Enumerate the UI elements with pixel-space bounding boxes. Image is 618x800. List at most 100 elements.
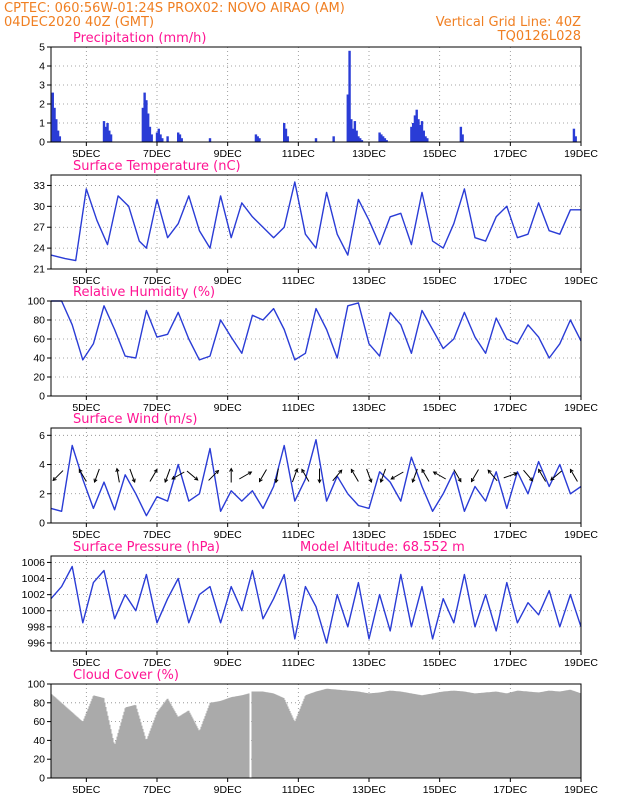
cloud-xtick-label: 9DEC xyxy=(214,784,242,796)
wind-arrow-head xyxy=(301,468,306,473)
wind-arrow-shaft xyxy=(350,469,359,482)
wind-xtick-label: 9DEC xyxy=(214,529,242,541)
wind-xtick-label: 17DEC xyxy=(493,529,527,541)
precip-bar xyxy=(424,136,427,142)
wind-arrow-shaft xyxy=(239,471,252,480)
precip-bar xyxy=(286,136,289,142)
wind-arrow-head xyxy=(317,479,322,484)
precip-bar xyxy=(177,132,180,142)
wind-arrow-shaft xyxy=(116,468,120,483)
precip-xtick-label: 19DEC xyxy=(564,148,598,160)
wind-arrow-shaft xyxy=(550,470,562,481)
wind-ytick-label: 0 xyxy=(39,518,45,530)
temp-ytick-label: 21 xyxy=(33,264,45,276)
precip-bar xyxy=(56,130,60,142)
pressure-ytick-label: 1004 xyxy=(22,573,46,585)
wind-arrow-head xyxy=(569,468,574,473)
wind-arrow xyxy=(421,468,430,482)
pressure-title: Surface Pressure (hPa) xyxy=(73,540,220,555)
wind-ytick-label: 6 xyxy=(39,430,45,442)
wind-arrow-shaft xyxy=(421,469,430,482)
precip-bar xyxy=(146,113,150,142)
wind-arrow-head xyxy=(421,468,426,473)
wind-arrow xyxy=(171,471,185,480)
temp-ytick-label: 33 xyxy=(33,180,45,192)
cloud-ytick-label: 0 xyxy=(39,773,45,785)
precip-bar xyxy=(314,138,318,142)
temp-ytick-label: 27 xyxy=(33,222,45,234)
wind-arrow xyxy=(411,468,418,484)
pressure-ytick-label: 998 xyxy=(27,621,45,633)
cloud-frame xyxy=(50,683,582,779)
wind-arrow-head xyxy=(294,467,299,473)
temp-xtick-label: 13DEC xyxy=(352,275,386,287)
rh-xtick-label: 7DEC xyxy=(143,402,171,414)
wind-arrow-head xyxy=(78,468,83,473)
precip-frame xyxy=(50,46,582,143)
wind-arrow xyxy=(569,468,578,482)
rh-xtick-label: 15DEC xyxy=(423,402,457,414)
panel-rh: Relative Humidity (%) 0 20 40 60 80 100 5DEC 7DE… xyxy=(27,285,598,414)
panel-wind: Surface Wind (m/s) 0 2 4 6 5DEC 7DEC 9DEC 11DEC 1… xyxy=(39,412,598,541)
cloud-title: Cloud Cover (%) xyxy=(73,668,179,683)
wind-arrow xyxy=(78,468,87,482)
wind-arrow-head xyxy=(247,471,253,476)
pressure-xtick-label: 11DEC xyxy=(282,657,315,669)
cloud-xtick-label: 19DEC xyxy=(564,784,598,796)
precip-bar xyxy=(53,107,56,142)
precip-bar xyxy=(422,130,425,142)
wind-arrow-shaft xyxy=(538,469,547,482)
wind-arrow xyxy=(432,471,446,480)
precip-bar xyxy=(109,134,113,142)
precip-bar xyxy=(351,128,355,142)
temp-xtick-label: 11DEC xyxy=(282,275,315,287)
wind-arrow xyxy=(453,469,462,483)
rh-frame xyxy=(50,300,582,397)
precip-bar xyxy=(574,136,577,142)
precip-bar xyxy=(410,126,413,142)
cloud-xtick-label: 5DEC xyxy=(72,784,100,796)
rh-xtick-label: 13DEC xyxy=(352,402,386,414)
temp-series-line xyxy=(50,181,581,262)
wind-arrow-shaft xyxy=(94,468,100,483)
precip-bar xyxy=(355,130,358,142)
precip-bar xyxy=(283,123,286,142)
rh-xtick-label: 5DEC xyxy=(72,402,100,414)
rh-ytick-label: 80 xyxy=(33,315,45,327)
cloud-ytick-label: 20 xyxy=(33,754,45,766)
precip-bar xyxy=(256,136,259,142)
wind-arrow xyxy=(208,469,220,481)
pressure-xtick-label: 9DEC xyxy=(214,657,242,669)
pressure-xtick-label: 19DEC xyxy=(564,657,598,669)
precip-bar xyxy=(102,121,106,142)
wind-title: Surface Wind (m/s) xyxy=(73,412,197,427)
wind-arrow-head xyxy=(52,476,57,482)
wind-arrow-shaft xyxy=(164,468,171,483)
temp-title: Surface Temperature (nC) xyxy=(73,159,241,174)
wind-arrow xyxy=(523,469,534,482)
wind-xtick-label: 7DEC xyxy=(143,529,171,541)
pressure-xtick-label: 7DEC xyxy=(143,657,171,669)
rh-ytick-label: 20 xyxy=(33,372,45,384)
wind-arrow-head xyxy=(487,469,492,474)
rh-ytick-label: 0 xyxy=(39,391,45,403)
wind-arrow xyxy=(366,468,373,484)
precip-bar xyxy=(141,107,145,142)
wind-xtick-label: 19DEC xyxy=(564,529,598,541)
wind-arrow xyxy=(503,472,518,479)
wind-arrow-shaft xyxy=(523,469,533,482)
precip-bar xyxy=(157,128,160,142)
precip-bar xyxy=(415,109,418,142)
precip-bar xyxy=(166,136,169,142)
precip-ytick-label: 5 xyxy=(39,42,45,54)
cloud-xtick-label: 15DEC xyxy=(423,784,457,796)
rh-xtick-label: 19DEC xyxy=(564,402,598,414)
wind-arrow xyxy=(129,468,136,484)
precip-bar xyxy=(150,134,153,142)
temp-xtick-label: 7DEC xyxy=(143,275,171,287)
wind-arrow-shaft xyxy=(78,469,87,482)
wind-xtick-label: 15DEC xyxy=(423,529,457,541)
pressure-annotation: Model Altitude: 68.552 m xyxy=(300,540,465,555)
wind-arrow-shaft xyxy=(301,469,310,482)
rh-title: Relative Humidity (%) xyxy=(73,285,215,300)
